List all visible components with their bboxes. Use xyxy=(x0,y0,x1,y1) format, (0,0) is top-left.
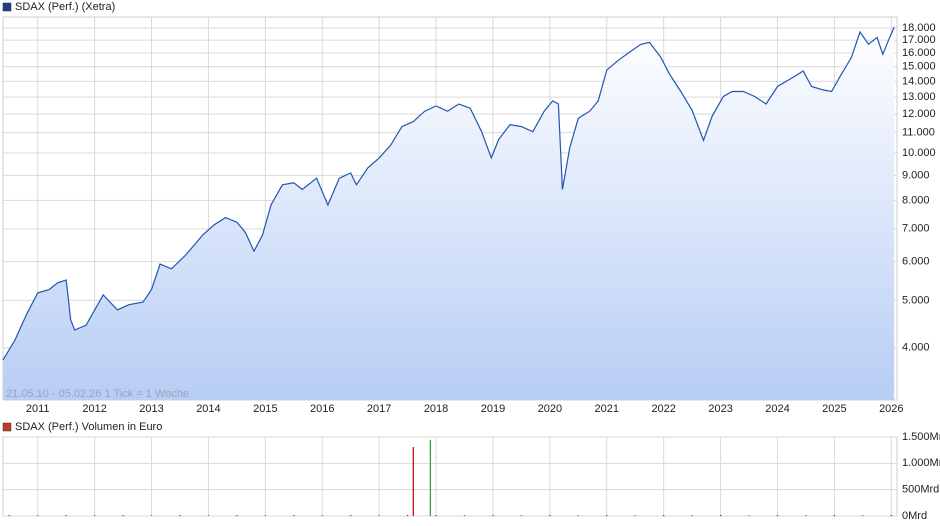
volume-bar xyxy=(492,515,494,516)
x-tick-label: 2026 xyxy=(879,403,903,415)
y-tick-label: 17.000 xyxy=(902,34,936,46)
x-tick-label: 2011 xyxy=(26,403,50,415)
y-tick-label: 1.500Mrd xyxy=(902,431,940,443)
x-tick-label: 2025 xyxy=(822,403,846,415)
y-tick-label: 12.000 xyxy=(902,108,936,120)
x-tick-label: 2016 xyxy=(310,403,334,415)
volume-bar xyxy=(776,515,779,516)
volume-bar xyxy=(150,515,153,516)
y-tick-label: 5.000 xyxy=(902,294,930,306)
y-tick-label: 8.000 xyxy=(902,194,930,206)
y-tick-label: 6.000 xyxy=(902,256,930,268)
volume-bar xyxy=(207,515,210,516)
y-tick-label: 16.000 xyxy=(902,47,936,59)
volume-bar xyxy=(719,515,722,516)
footer-note: 21.05.10 - 05.02.26 1 Tick = 1 Woche xyxy=(6,388,189,400)
y-tick-label: 15.000 xyxy=(902,61,936,73)
volume-bar xyxy=(321,515,323,516)
x-tick-label: 2013 xyxy=(139,403,163,415)
x-tick-label: 2021 xyxy=(595,403,619,415)
volume-bar xyxy=(805,515,807,516)
area-fill xyxy=(3,27,895,400)
x-tick-label: 2020 xyxy=(538,403,562,415)
y-tick-label: 0Mrd xyxy=(902,510,927,522)
x-tick-label: 2022 xyxy=(651,403,675,415)
volume-bar xyxy=(890,515,892,516)
y-tick-label: 500Mrd xyxy=(902,484,939,496)
y-tick-label: 7.000 xyxy=(902,223,930,235)
y-tick-label: 9.000 xyxy=(902,169,930,181)
plot-frame xyxy=(2,436,898,517)
volume-bar xyxy=(463,515,466,516)
volume-bar xyxy=(65,515,67,516)
x-tick-label: 2018 xyxy=(424,403,448,415)
volume-bar xyxy=(122,515,124,516)
volume-bar xyxy=(429,439,431,516)
x-tick-label: 2014 xyxy=(196,403,220,415)
x-tick-label: 2023 xyxy=(708,403,732,415)
volume-bar xyxy=(8,515,10,516)
volume-bar xyxy=(663,515,665,516)
x-tick-label: 2015 xyxy=(253,403,277,415)
x-tick-label: 2017 xyxy=(367,403,391,415)
x-tick-label: 2012 xyxy=(82,403,106,415)
volume-bar xyxy=(378,515,380,516)
volume-bar xyxy=(833,515,836,516)
volume-bar xyxy=(236,515,238,516)
volume-bar xyxy=(549,515,551,516)
legend-label: SDAX (Perf.) Volumen in Euro xyxy=(15,421,162,433)
volume-bar xyxy=(691,515,693,516)
volume-bar xyxy=(293,515,295,516)
legend-swatch xyxy=(2,2,12,12)
volume-bar xyxy=(407,515,409,516)
y-tick-label: 4.000 xyxy=(902,342,930,354)
y-tick-label: 10.000 xyxy=(902,147,936,159)
y-tick-label: 18.000 xyxy=(902,22,936,34)
y-tick-label: 14.000 xyxy=(902,75,936,87)
legend-swatch xyxy=(2,422,12,432)
x-tick-label: 2024 xyxy=(765,403,789,415)
volume-bar xyxy=(634,515,636,516)
line-series xyxy=(2,26,895,361)
volume-bar xyxy=(350,515,352,516)
legend-label: SDAX (Perf.) (Xetra) xyxy=(15,1,115,13)
x-tick-label: 2019 xyxy=(481,403,505,415)
y-tick-label: 1.000Mrd xyxy=(902,457,940,469)
volume-bar xyxy=(264,515,266,516)
volume-bar xyxy=(94,515,96,516)
volume-bar xyxy=(748,515,750,516)
volume-bar xyxy=(412,447,414,516)
volume-bar xyxy=(520,515,523,516)
y-tick-label: 13.000 xyxy=(902,91,936,103)
y-tick-label: 11.000 xyxy=(902,127,935,139)
volume-bar xyxy=(435,515,437,516)
volume-bar xyxy=(606,515,608,516)
volume-bar xyxy=(37,515,39,516)
volume-bar xyxy=(577,515,579,516)
volume-bar xyxy=(862,515,864,516)
volume-bar xyxy=(179,515,181,516)
